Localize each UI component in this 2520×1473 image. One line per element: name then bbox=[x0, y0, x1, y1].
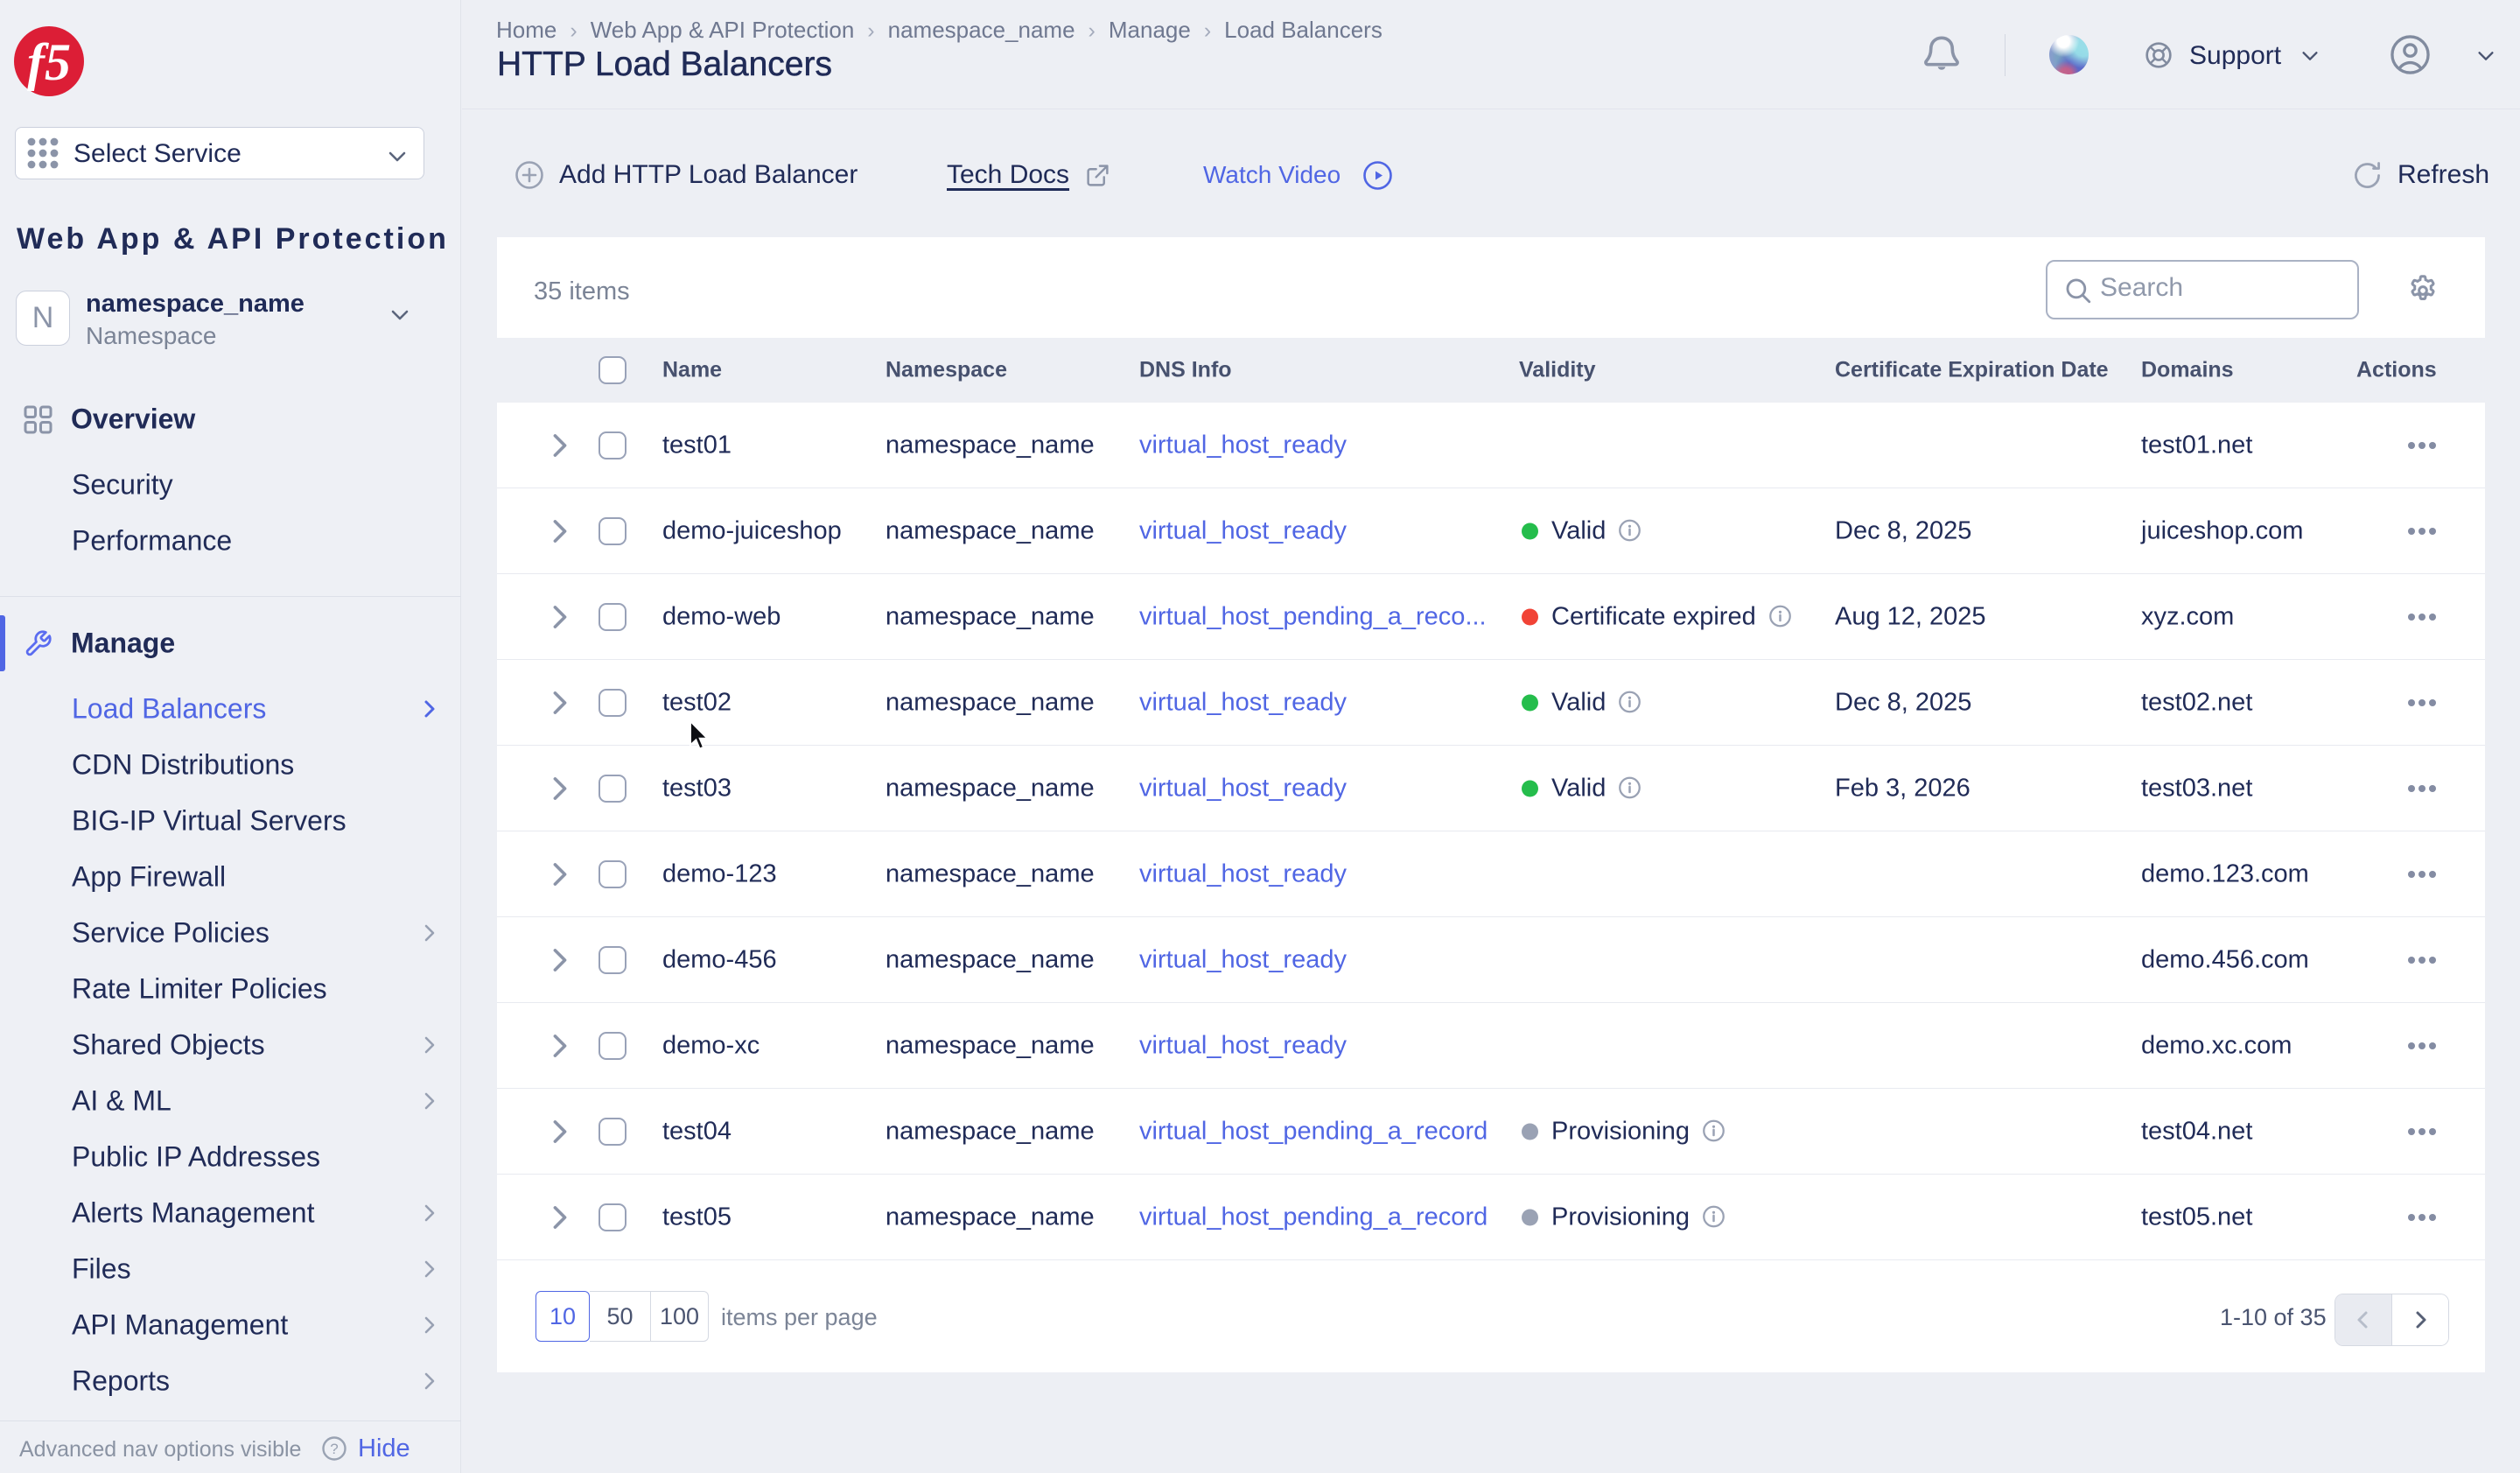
svg-text:f5: f5 bbox=[27, 33, 71, 91]
svg-text:?: ? bbox=[330, 1441, 338, 1457]
